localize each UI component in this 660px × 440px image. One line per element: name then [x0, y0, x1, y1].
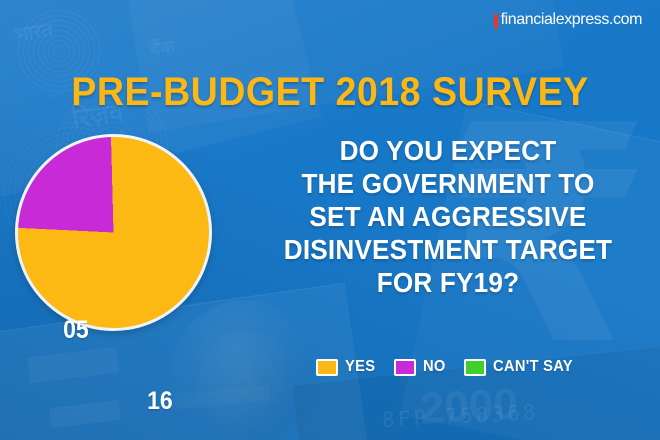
- question-line-4: DISINVESTMENT TARGET: [283, 234, 613, 265]
- brand-name: financialexpress.com: [500, 11, 643, 28]
- pie-chart: 05 16: [15, 134, 212, 415]
- page-title: PRE-BUDGET 2018 SURVEY: [71, 70, 589, 114]
- pie-slice-label-yes: 16: [147, 387, 173, 415]
- brand-logo[interactable]: financialexpress.com: [493, 11, 643, 29]
- chart-legend: YES NO CAN'T SAY: [248, 358, 648, 376]
- question-line-3: SET AN AGGRESSIVE: [309, 201, 587, 232]
- gandhi-portrait-watermark-inner: [196, 330, 300, 440]
- legend-label-no: NO: [423, 358, 446, 375]
- guilloche-rosette: [14, 6, 104, 96]
- survey-question: DO YOU EXPECT THE GOVERNMENT TO SET AN A…: [258, 134, 638, 299]
- legend-swatch-cant-say: [463, 358, 486, 376]
- legend-swatch-no: [394, 358, 417, 376]
- legend-swatch-yes: [316, 358, 339, 376]
- devanagari-watermark: बैंक: [148, 36, 176, 61]
- pie-slice-label-no: 05: [63, 316, 89, 344]
- legend-item-no[interactable]: NO: [394, 358, 448, 376]
- legend-label-cant-say: CAN'T SAY: [492, 358, 573, 375]
- question-line-5: FOR FY19?: [376, 267, 520, 298]
- brand-accent-icon: [493, 13, 498, 29]
- legend-item-cant-say[interactable]: CAN'T SAY: [463, 358, 580, 376]
- rupee-symbol-watermark: ₹: [443, 62, 652, 411]
- gandhi-portrait-watermark: [170, 300, 320, 440]
- legend-label-yes: YES: [345, 358, 376, 375]
- legend-item-yes[interactable]: YES: [316, 358, 378, 376]
- question-line-2: THE GOVERNMENT TO: [301, 168, 595, 199]
- question-line-1: DO YOU EXPECT: [339, 135, 557, 166]
